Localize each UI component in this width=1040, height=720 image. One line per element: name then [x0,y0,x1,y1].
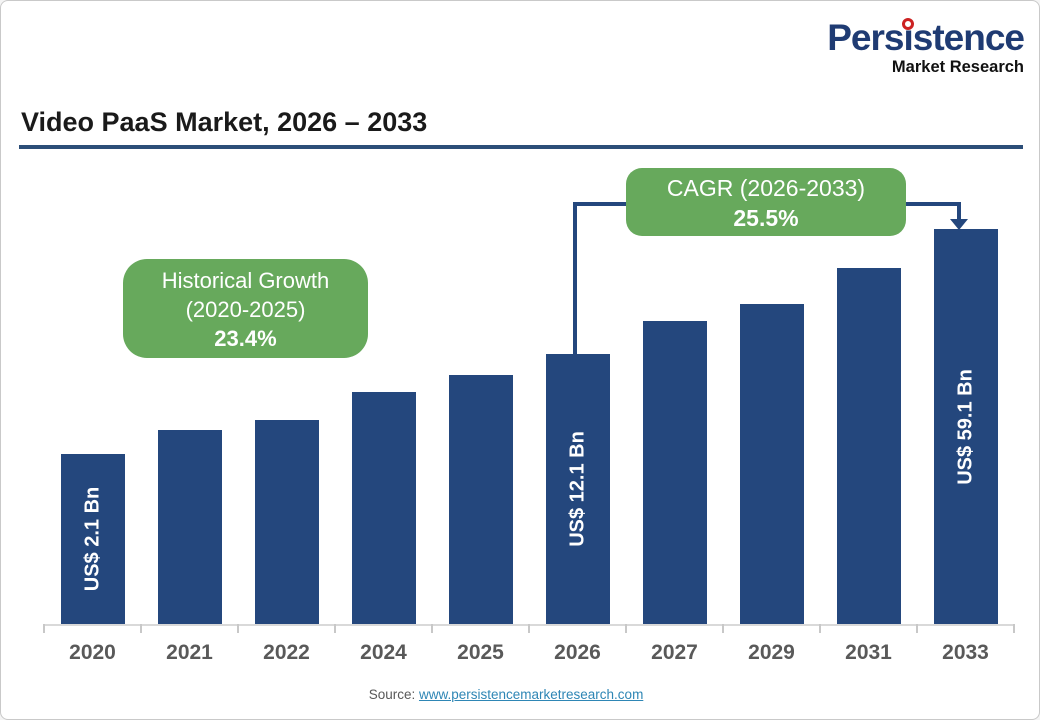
bar-2026: US$ 12.1 Bn [545,354,610,624]
logo-name: Persistence [827,17,1025,58]
connector-line-2026 [573,202,577,354]
bar-value-label-2033: US$ 59.1 Bn [954,368,976,485]
x-label-2022: 2022 [263,641,310,664]
x-axis-tick [431,624,433,633]
bar-2031 [836,268,901,624]
x-label-2027: 2027 [651,641,698,664]
bar-2033: US$ 59.1 Bn [933,229,998,624]
bar-2020: US$ 2.1 Bn [60,454,125,624]
x-label-2029: 2029 [748,641,795,664]
x-label-2021: 2021 [166,641,213,664]
bar-2027 [642,321,707,624]
x-axis-tick [43,624,45,633]
x-axis-tick [1013,624,1015,633]
x-axis-tick [722,624,724,633]
bar-2029 [739,304,804,624]
historical-growth-value: 23.4% [214,326,277,351]
cagr-value: 25.5% [733,205,799,231]
source-line: Source: www.persistencemarketresearch.co… [1,687,1011,702]
logo-name-pre: Pers [827,17,904,58]
x-axis-tick [625,624,627,633]
x-label-2025: 2025 [457,641,504,664]
source-link[interactable]: www.persistencemarketresearch.com [418,687,644,702]
historical-growth-line1: Historical Growth [161,268,330,293]
page-title: Video PaaS Market, 2026 – 2033 [21,107,428,137]
connector-line-left [573,202,628,206]
x-label-2031: 2031 [845,641,892,664]
title-underline [19,145,1023,149]
x-axis-tick [334,624,336,633]
x-label-2026: 2026 [554,641,601,664]
x-axis-tick [140,624,142,633]
x-label-2024: 2024 [360,641,407,664]
x-axis-tick [528,624,530,633]
source-label: Source: [368,687,416,702]
logo-tagline: Market Research [891,58,1024,76]
logo: Persistence Market Research [827,17,1025,76]
cagr-callout: CAGR (2026-2033) 25.5% [626,168,906,236]
connector-line-2033 [957,202,961,221]
arrow-down-icon [950,219,968,230]
bar-2025 [448,375,513,624]
bar-value-label-2020: US$ 2.1 Bn [81,486,103,592]
bar-2022 [254,420,319,624]
cagr-line1: CAGR (2026-2033) [666,175,866,201]
bar-value-label-2026: US$ 12.1 Bn [566,431,588,547]
historical-growth-callout: Historical Growth (2020-2025) 23.4% [123,259,368,358]
x-axis-tick [237,624,239,633]
historical-growth-line2: (2020-2025) [185,297,306,322]
plot-area: US$ 2.1 Bn US$ 12.1 Bn US$ 59.1 Bn [44,1,1014,624]
logo-i-dot-icon: i [903,17,913,58]
bar-2024 [351,392,416,624]
x-axis-tick [819,624,821,633]
connector-line-right [904,202,961,206]
x-axis-tick [916,624,918,633]
bar-2021 [157,430,222,624]
x-label-2020: 2020 [69,641,116,664]
x-label-2033: 2033 [942,641,989,664]
logo-name-post: stence [912,17,1025,58]
